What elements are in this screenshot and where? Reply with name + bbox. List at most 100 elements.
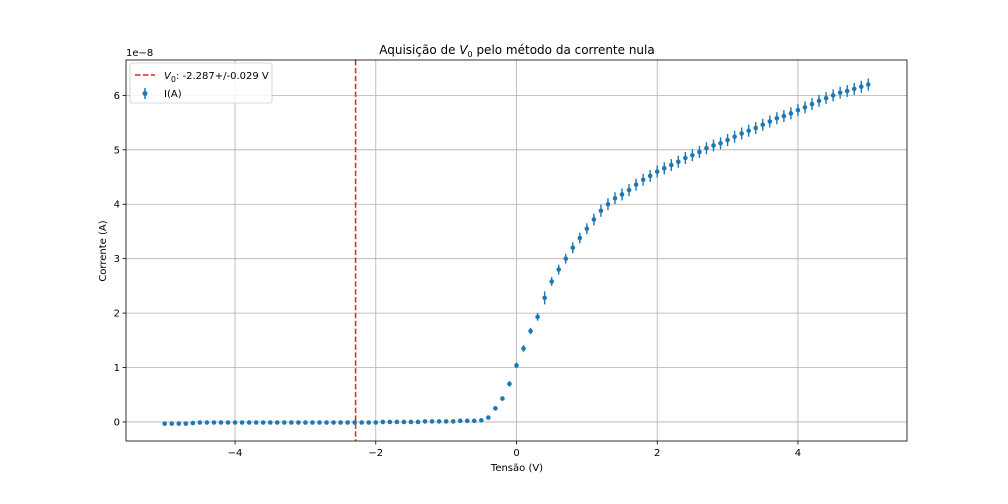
point-marker	[422, 419, 428, 424]
data-point	[584, 223, 590, 235]
legend-series-marker	[142, 91, 148, 96]
point-marker	[795, 107, 801, 113]
data-point	[464, 418, 470, 424]
data-point	[781, 110, 787, 123]
point-marker	[359, 420, 365, 425]
point-marker	[394, 419, 400, 425]
point-marker	[296, 420, 301, 425]
point-marker	[746, 128, 751, 134]
x-tick-label: −4	[228, 448, 243, 459]
data-point	[190, 420, 196, 426]
data-point	[570, 242, 576, 254]
data-point	[471, 418, 477, 424]
point-marker	[345, 420, 350, 425]
data-point	[676, 155, 681, 168]
point-marker	[274, 420, 280, 425]
legend-series-label: I(A)	[164, 89, 182, 100]
point-marker	[823, 95, 829, 101]
data-point	[260, 420, 266, 425]
data-point	[197, 420, 203, 425]
data-point	[267, 420, 273, 425]
data-point	[303, 420, 308, 425]
data-point	[739, 127, 744, 140]
point-marker	[640, 177, 646, 183]
point-marker	[253, 420, 259, 425]
data-point	[296, 420, 301, 425]
data-point	[704, 142, 709, 155]
y-axis-label: Corrente (A)	[98, 220, 109, 281]
point-marker	[837, 90, 843, 95]
y-tick-label: 3	[114, 254, 120, 265]
point-marker	[380, 419, 386, 425]
data-point	[380, 419, 386, 425]
point-marker	[260, 420, 266, 425]
point-marker	[802, 105, 808, 110]
point-marker	[190, 420, 196, 426]
data-point	[640, 173, 646, 186]
data-point	[788, 107, 794, 120]
point-marker	[668, 162, 674, 168]
point-marker	[239, 420, 245, 425]
data-point	[169, 421, 175, 426]
point-marker	[162, 421, 167, 426]
point-marker	[851, 86, 857, 92]
data-point	[500, 396, 505, 401]
point-marker	[612, 195, 618, 201]
point-marker	[556, 267, 562, 272]
point-marker	[225, 420, 231, 425]
point-marker	[443, 419, 449, 424]
data-point	[746, 124, 751, 137]
point-marker	[816, 98, 822, 104]
point-marker	[535, 314, 540, 320]
point-marker	[415, 419, 421, 425]
point-marker	[676, 159, 681, 165]
point-marker	[246, 420, 252, 425]
point-marker	[331, 420, 336, 425]
data-point	[366, 420, 372, 425]
ticks: −4 −2 0 2 4 0 1 2 3 4 5 6	[114, 91, 802, 459]
point-marker	[739, 131, 744, 136]
data-point	[450, 419, 456, 424]
data-point	[725, 134, 730, 146]
data-point	[591, 213, 597, 226]
data-point	[387, 419, 393, 425]
point-marker	[542, 295, 547, 301]
point-marker	[844, 88, 850, 94]
point-marker	[493, 406, 498, 411]
data-point	[429, 419, 435, 424]
point-marker	[690, 152, 695, 158]
data-point	[493, 406, 498, 411]
point-marker	[366, 420, 372, 425]
point-marker	[211, 420, 217, 425]
point-marker	[232, 420, 238, 425]
data-point	[563, 253, 569, 264]
x-tick-label: 2	[654, 448, 660, 459]
y-tick-label: 4	[114, 200, 120, 211]
data-point	[479, 418, 484, 423]
point-marker	[303, 420, 308, 425]
data-point	[774, 112, 780, 125]
point-marker	[767, 119, 773, 124]
title-suffix: pelo método da corrente nula	[473, 43, 655, 57]
point-marker	[654, 169, 660, 174]
data-point	[683, 151, 688, 164]
data-point	[310, 420, 315, 425]
x-tick-label: −2	[368, 448, 383, 459]
data-point	[289, 420, 294, 425]
point-marker	[830, 93, 836, 98]
data-point	[338, 420, 343, 425]
point-marker	[753, 125, 759, 131]
data-point	[598, 204, 604, 217]
point-marker	[577, 235, 583, 241]
point-marker	[704, 145, 709, 151]
data-point	[851, 82, 857, 95]
title-variable: V	[459, 43, 468, 57]
data-point	[324, 420, 329, 425]
data-point	[830, 89, 836, 102]
point-marker	[633, 182, 639, 187]
title-subscript: 0	[468, 50, 473, 59]
point-marker	[697, 149, 702, 155]
x-tick-label: 4	[795, 448, 801, 459]
title-prefix: Aquisição de	[379, 43, 459, 57]
point-marker	[408, 419, 414, 425]
